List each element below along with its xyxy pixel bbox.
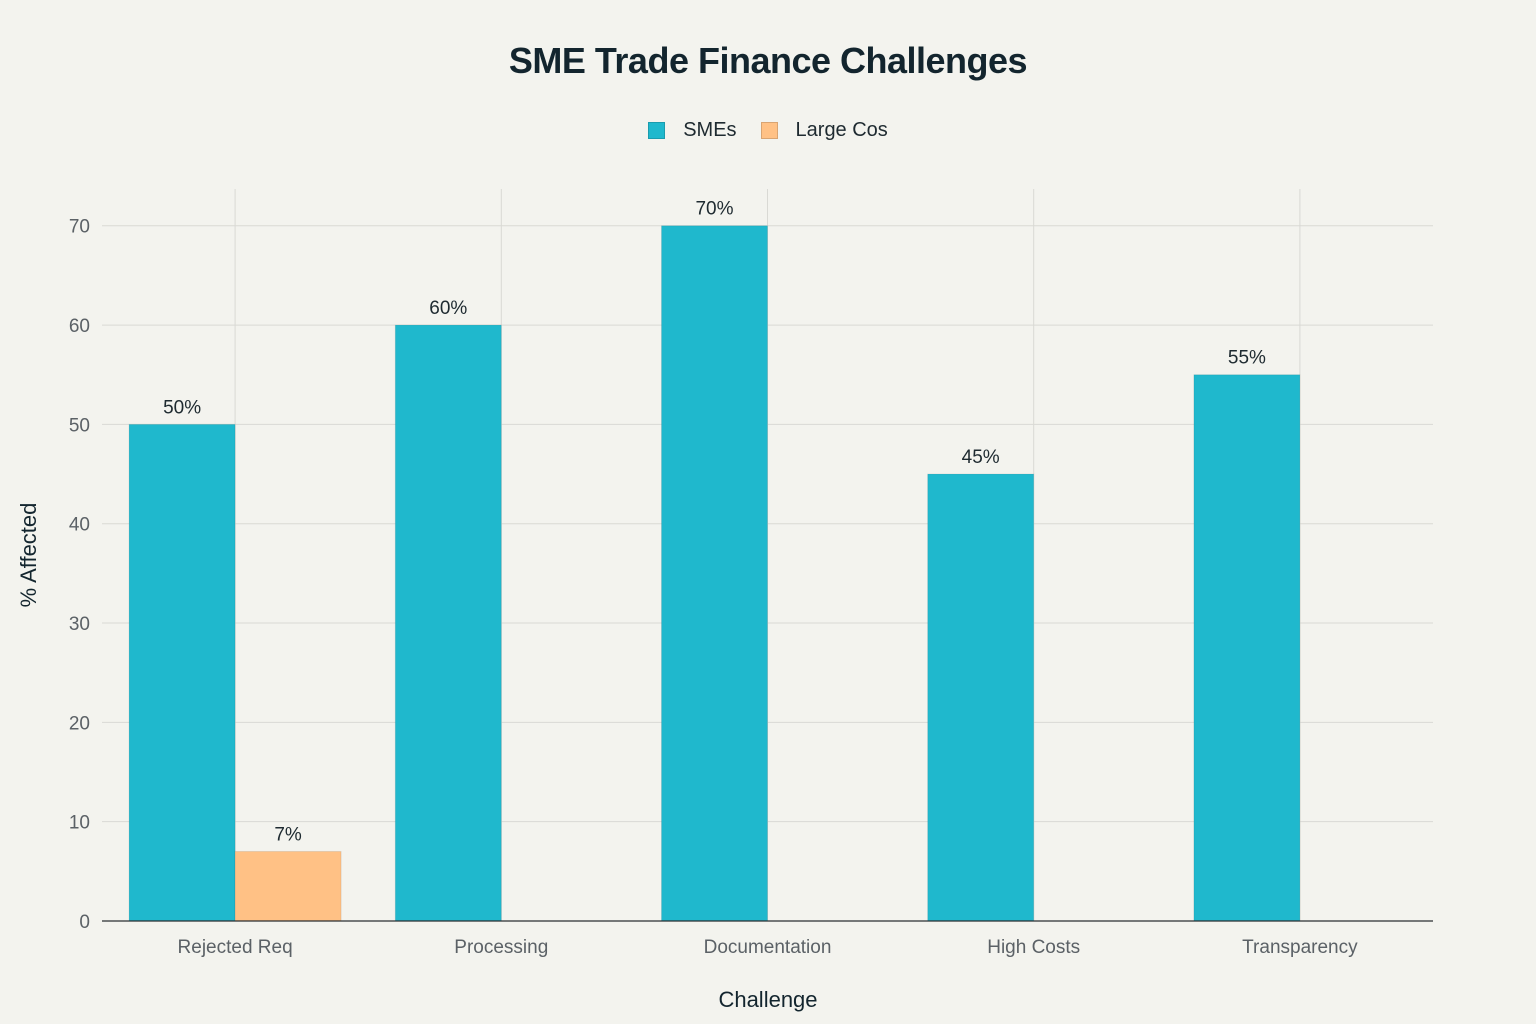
bar-layer bbox=[128, 225, 1301, 922]
legend-item-large-cos[interactable]: Large Cos bbox=[760, 119, 888, 142]
x-tick-label: Rejected Req bbox=[178, 937, 293, 958]
y-tick-label: 60 bbox=[69, 316, 90, 337]
bar-data-label: 60% bbox=[429, 298, 467, 319]
y-tick-label: 20 bbox=[69, 713, 90, 734]
bar-data-label: 50% bbox=[163, 397, 201, 418]
y-tick-label: 70 bbox=[69, 217, 90, 238]
y-axis-title: % Affected bbox=[16, 503, 41, 608]
bar-data-label: 7% bbox=[274, 824, 302, 845]
y-tick-label: 10 bbox=[69, 813, 90, 834]
y-tick-label: 40 bbox=[69, 515, 90, 536]
legend: SMEs Large Cos bbox=[0, 119, 1536, 142]
bar-data-label: 70% bbox=[695, 199, 733, 220]
x-tick-label: Processing bbox=[454, 937, 548, 958]
bar-data-label: 45% bbox=[962, 447, 1000, 468]
legend-item-smes[interactable]: SMEs bbox=[648, 119, 737, 142]
y-tick-label: 0 bbox=[79, 912, 90, 933]
legend-label-smes: SMEs bbox=[683, 119, 737, 141]
x-tick-label: Transparency bbox=[1242, 937, 1358, 958]
bar-smes[interactable] bbox=[128, 423, 236, 922]
x-axis-title: Challenge bbox=[718, 987, 817, 1012]
bar-smes[interactable] bbox=[1193, 374, 1301, 922]
chart-title: SME Trade Finance Challenges bbox=[508, 40, 1028, 81]
legend-swatch-smes bbox=[648, 122, 666, 139]
bar-smes[interactable] bbox=[927, 473, 1035, 922]
legend-label-large-cos: Large Cos bbox=[795, 119, 888, 141]
y-tick-label: 30 bbox=[69, 614, 90, 635]
bar-large-cos[interactable] bbox=[234, 850, 342, 922]
bar-data-label: 55% bbox=[1228, 348, 1266, 369]
label-layer: 50% 7% 60% 70% 45% 55% bbox=[163, 199, 1266, 846]
y-tick-label: 50 bbox=[69, 415, 90, 436]
legend-swatch-large-cos bbox=[760, 122, 778, 139]
bar-smes[interactable] bbox=[661, 225, 768, 922]
bar-smes[interactable] bbox=[394, 324, 502, 922]
x-tick-label: Documentation bbox=[704, 937, 832, 958]
x-tick-label: High Costs bbox=[987, 937, 1080, 958]
axis-layer: 0 10 20 30 40 50 60 70 Rejected Req Processing Doc… bbox=[16, 217, 1433, 1012]
